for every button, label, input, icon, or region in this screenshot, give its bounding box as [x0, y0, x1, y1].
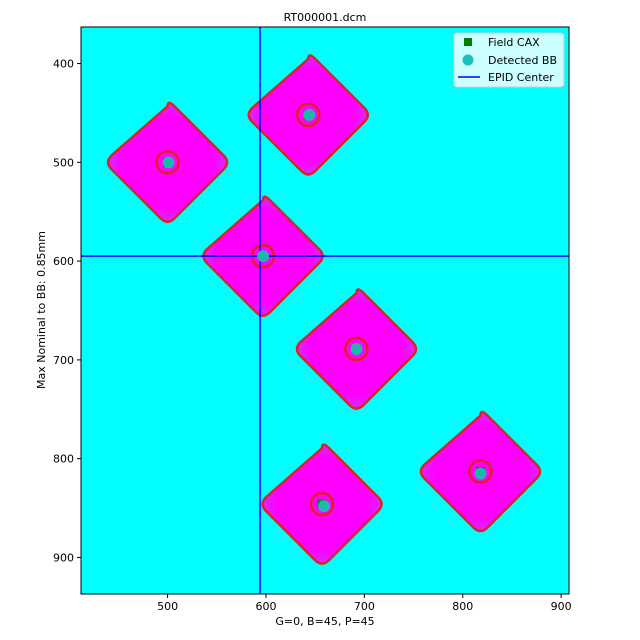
- epid-center-lines: [81, 27, 569, 594]
- bb-contour-4: [344, 336, 369, 362]
- legend-field-cax-label: Field CAX: [488, 36, 540, 49]
- x-tick-label: 900: [551, 600, 572, 613]
- x-tick-label: 500: [157, 600, 178, 613]
- y-axis: 400 500 600 700 800 900: [53, 58, 81, 564]
- field-contour-5: [261, 443, 383, 565]
- field-contour-3: [202, 195, 324, 317]
- chart-title: RT000001.dcm: [284, 11, 367, 24]
- field-contour-2: [247, 54, 369, 176]
- detected-bb-point-4: [350, 343, 363, 356]
- legend-detected-bb-label: Detected BB: [488, 54, 557, 67]
- detected-bb-point-6: [474, 467, 487, 480]
- x-tick-label: 700: [354, 600, 375, 613]
- x-tick-label: 600: [255, 600, 276, 613]
- detected-bb-point-3: [257, 250, 270, 263]
- detected-bb-point-2: [303, 108, 316, 121]
- bb-contour-2: [296, 102, 321, 128]
- marker-layer: [162, 108, 487, 513]
- field-contour-4: [295, 288, 418, 410]
- y-tick-label: 900: [53, 551, 74, 564]
- y-tick-label: 600: [53, 255, 74, 268]
- legend-field-cax-marker: [464, 38, 472, 46]
- legend-box: [453, 32, 565, 88]
- bb-contour-1: [155, 150, 180, 175]
- y-axis-label: Max Nominal to BB: 0.85mm: [35, 231, 48, 389]
- y-tick-label: 700: [53, 354, 74, 367]
- field-contour-1: [106, 101, 229, 224]
- plot-frame: [80, 26, 570, 595]
- x-tick-label: 800: [452, 600, 473, 613]
- field-contour-6: [419, 410, 542, 533]
- legend-epid-center-label: EPID Center: [488, 71, 554, 84]
- y-tick-label: 800: [53, 453, 74, 466]
- y-tick-label: 500: [53, 156, 74, 169]
- detected-bb-point-5: [318, 500, 331, 513]
- bb-contour-6: [468, 459, 493, 484]
- detected-bb-point-1: [162, 156, 175, 169]
- x-axis: 500 600 700 800 900: [157, 594, 572, 613]
- legend: Field CAX Detected BB EPID Center: [453, 32, 565, 88]
- x-axis-label: G=0, B=45, P=45: [275, 615, 374, 628]
- legend-detected-bb-marker: [462, 54, 474, 66]
- bb-contour-5: [309, 491, 335, 517]
- y-tick-label: 400: [53, 58, 74, 71]
